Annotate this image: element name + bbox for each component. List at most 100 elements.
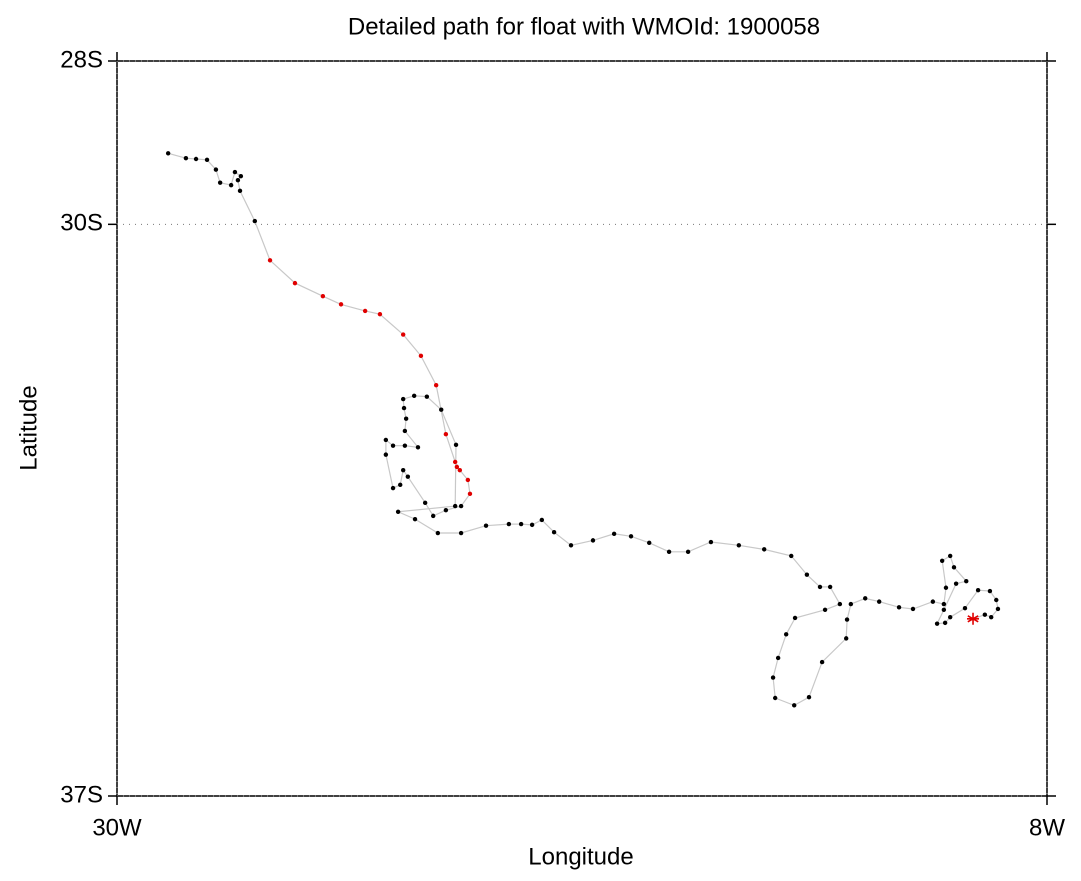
float-position	[539, 517, 545, 523]
float-position	[443, 432, 449, 437]
float-position	[941, 601, 947, 607]
float-position	[395, 509, 401, 514]
float-position	[995, 606, 1001, 612]
float-position	[953, 581, 959, 586]
float-position	[772, 695, 778, 701]
float-position	[383, 437, 389, 443]
float-position	[792, 703, 797, 708]
float-position	[235, 178, 241, 183]
float-position	[962, 605, 968, 611]
float-position	[863, 596, 868, 601]
float-position	[804, 572, 810, 577]
float-position	[930, 599, 936, 604]
last-position	[967, 612, 980, 625]
float-position	[837, 601, 843, 607]
y-tick-label: 28S	[60, 46, 103, 73]
float-position	[529, 522, 535, 528]
float-position	[452, 459, 458, 465]
float-position	[457, 467, 463, 473]
float-position	[232, 169, 238, 175]
float-position	[987, 588, 993, 594]
float-position	[422, 500, 428, 506]
y-axis-label: Latitude	[15, 385, 42, 470]
float-position	[320, 294, 326, 299]
float-position	[467, 491, 473, 497]
float-position	[518, 521, 524, 527]
float-position	[876, 599, 882, 604]
float-position	[213, 167, 219, 172]
float-position	[465, 477, 471, 483]
float-position	[685, 549, 691, 555]
float-position	[458, 503, 464, 509]
float-position	[165, 151, 171, 156]
float-position	[844, 617, 850, 622]
float-position	[238, 173, 244, 179]
float-position	[989, 614, 994, 620]
float-position	[217, 180, 223, 185]
float-position	[443, 507, 449, 513]
float-position	[439, 407, 444, 412]
float-position	[827, 584, 833, 590]
float-position	[267, 258, 273, 263]
float-position	[412, 516, 418, 522]
float-position	[362, 308, 368, 314]
float-position	[411, 393, 417, 399]
float-position	[611, 531, 617, 537]
float-position	[415, 445, 421, 450]
float-position	[736, 543, 742, 548]
float-position	[590, 538, 596, 543]
float-position	[628, 534, 634, 539]
float-position	[454, 464, 460, 470]
float-position	[506, 521, 512, 527]
float-position	[934, 621, 940, 626]
float-position	[403, 416, 409, 421]
float-position	[848, 601, 854, 607]
float-position	[338, 302, 344, 307]
float-position	[400, 332, 406, 337]
float-position	[964, 579, 969, 584]
float-position	[400, 396, 406, 402]
float-position	[817, 584, 823, 590]
float-position	[761, 547, 767, 552]
float-position	[775, 655, 781, 661]
float-position	[943, 585, 949, 590]
x-tick-label: 8W	[1029, 814, 1065, 841]
float-position	[666, 549, 672, 555]
float-position	[433, 383, 439, 388]
y-tick-label: 37S	[60, 781, 103, 808]
float-position	[237, 188, 243, 194]
float-position	[402, 443, 408, 448]
x-axis-label: Longitude	[528, 843, 633, 870]
float-position	[982, 612, 988, 617]
y-tick-label: 30S	[60, 210, 103, 237]
float-position	[941, 607, 947, 612]
float-position	[292, 280, 298, 286]
float-position	[390, 443, 396, 448]
float-position	[402, 428, 408, 434]
float-position	[193, 156, 199, 162]
plot-frame	[116, 60, 1048, 797]
float-position	[792, 615, 798, 621]
float-position	[947, 614, 953, 620]
float-position	[708, 539, 714, 545]
float-position	[400, 467, 406, 473]
float-position	[418, 353, 424, 359]
float-position	[822, 607, 828, 612]
float-position	[483, 523, 489, 528]
float-position	[951, 565, 957, 570]
x-tick-label: 30W	[92, 814, 142, 841]
float-position	[770, 675, 776, 680]
float-position	[789, 553, 794, 559]
float-position	[390, 485, 396, 491]
float-position	[228, 182, 234, 188]
float-position	[806, 694, 812, 700]
float-position	[910, 606, 916, 612]
float-position	[819, 659, 825, 665]
float-position	[975, 588, 981, 593]
float-position	[452, 503, 458, 509]
float-position	[183, 155, 189, 161]
chart-title: Detailed path for float with WMOId: 1900…	[348, 13, 820, 40]
float-position	[783, 632, 789, 637]
float-position	[896, 605, 902, 610]
